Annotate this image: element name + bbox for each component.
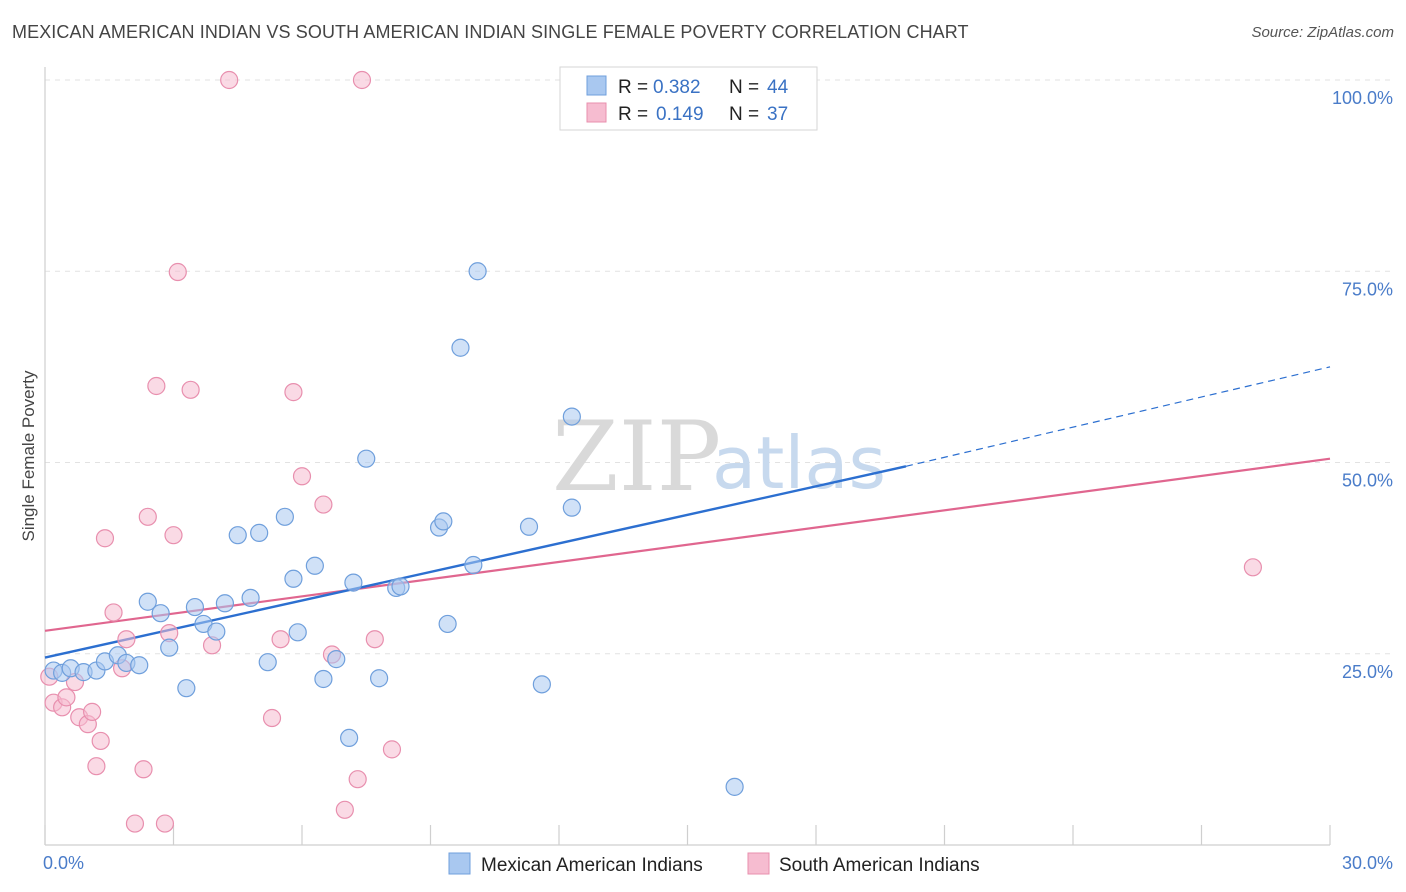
trend-line-mexican-american-extension [905,366,1331,467]
data-point-mexican-american [357,449,376,468]
data-point-south-american [220,70,239,90]
series-mexican-american-indians [44,262,744,796]
data-point-mexican-american [258,653,277,672]
data-point-south-american [57,688,76,707]
data-point-mexican-american [327,650,346,669]
data-point-mexican-american [451,338,470,357]
legend-swatch-pink [586,102,607,123]
y-tick-label: 50.0% [1342,471,1393,491]
data-point-mexican-american [250,523,269,542]
data-point-south-american [138,507,157,526]
data-point-south-american [365,630,384,649]
watermark-atlas: atlas [712,421,886,505]
data-point-south-american [382,740,402,759]
data-point-south-american [134,760,153,779]
data-point-south-american [117,630,136,649]
data-point-mexican-american [215,594,234,613]
data-point-mexican-american [562,498,581,517]
data-point-mexican-american [434,512,453,531]
legend-r-value-blue: 0.382 [653,77,701,98]
data-point-south-american [147,376,166,396]
data-point-mexican-american [344,573,363,592]
watermark: ZIP atlas [552,401,886,513]
data-point-south-american [335,800,354,819]
data-point-south-american [125,814,145,833]
data-point-mexican-american [438,614,457,634]
legend-n-label-blue: N = [729,77,759,98]
data-point-south-american [284,383,303,402]
data-point-mexican-american [464,555,483,575]
data-point-south-american [104,603,123,622]
data-point-mexican-american [138,592,157,611]
data-point-mexican-american [130,656,149,675]
bottom-legend-label-pink: South American Indians [779,855,980,876]
data-point-south-american [168,262,187,282]
bottom-legend-swatch-blue [448,852,471,875]
data-point-mexican-american [305,556,324,575]
data-point-mexican-american [241,588,260,608]
data-point-mexican-american [151,604,170,623]
data-point-mexican-american [340,728,359,748]
trend-line-south-american [44,457,1331,632]
data-point-mexican-american [314,669,333,689]
data-point-south-american [292,467,312,486]
data-point-mexican-american [532,675,551,694]
y-tick-labels: 100.0% 75.0% 50.0% 25.0% [1332,88,1393,682]
data-point-mexican-american [185,597,205,617]
x-ticks [44,825,1331,845]
data-point-south-american [83,702,102,721]
legend-n-label-pink: N = [729,104,759,125]
data-point-mexican-american [207,622,226,641]
data-point-south-american [1243,558,1263,577]
data-point-south-american [314,495,333,514]
grid-lines [45,79,1393,655]
data-point-south-american [155,814,175,833]
data-point-mexican-american [370,669,389,688]
y-tick-label: 25.0% [1342,662,1393,682]
bottom-legend-label-blue: Mexican American Indians [481,855,703,876]
legend-r-value-pink: 0.149 [656,104,704,125]
y-axis-title: Single Female Poverty [19,370,38,542]
y-tick-label: 75.0% [1342,279,1393,299]
bottom-legend-swatch-pink [747,852,770,875]
data-point-south-american [262,708,282,728]
data-point-mexican-american [562,407,581,426]
legend-r-label-blue: R = [618,77,648,98]
chart-title: MEXICAN AMERICAN INDIAN VS SOUTH AMERICA… [12,22,969,42]
x-tick-label-min: 0.0% [43,853,84,873]
data-point-south-american [95,529,115,548]
legend-r-label-pink: R = [618,104,648,125]
legend-n-value-blue: 44 [767,77,789,98]
data-point-south-american [271,630,290,649]
source-label: Source: ZipAtlas.com [1251,24,1394,41]
data-point-south-american [348,770,367,789]
data-point-mexican-american [725,777,744,796]
data-point-south-american [91,731,110,751]
legend-swatch-blue [586,75,607,96]
legend-box: R = 0.382 N = 44 R = 0.149 N = 37 [559,66,818,131]
bottom-legend: Mexican American Indians South American … [448,852,980,876]
data-point-south-american [87,757,106,776]
data-point-mexican-american [519,517,539,536]
data-point-mexican-american [468,262,487,281]
data-point-mexican-american [275,507,294,526]
data-point-mexican-american [288,623,307,642]
data-point-mexican-american [391,577,410,596]
data-point-south-american [181,380,200,399]
y-tick-label: 100.0% [1332,88,1393,108]
data-point-south-american [164,526,183,545]
data-point-mexican-american [228,526,247,545]
legend-n-value-pink: 37 [767,104,788,125]
data-point-mexican-american [160,638,179,657]
data-point-mexican-american [284,569,303,588]
x-tick-label-max: 30.0% [1342,853,1393,873]
data-point-mexican-american [177,679,196,698]
data-point-south-american [352,70,372,90]
